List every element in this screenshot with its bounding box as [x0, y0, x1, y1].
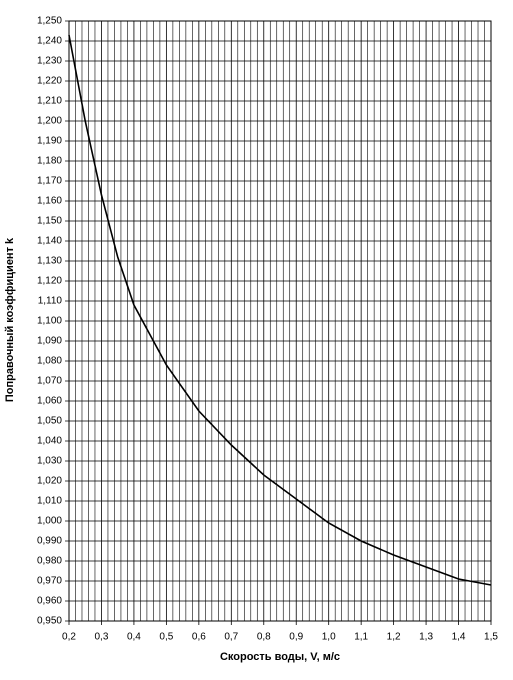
x-tick-label: 1,0: [322, 632, 336, 643]
y-tick-label: 1,120: [37, 276, 62, 287]
plot-frame: [68, 20, 492, 622]
y-tick-label: 1,040: [37, 436, 62, 447]
x-tick-label: 0,3: [95, 632, 109, 643]
y-tick-label: 1,030: [37, 456, 62, 467]
x-tick-label: 1,5: [484, 632, 498, 643]
y-tick-label: 0,960: [37, 596, 62, 607]
y-tick-label: 1,180: [37, 156, 62, 167]
y-tick-label: 1,190: [37, 136, 62, 147]
y-tick-label: 1,220: [37, 76, 62, 87]
y-tick-label: 1,060: [37, 396, 62, 407]
y-tick-label: 1,010: [37, 496, 62, 507]
y-tick-label: 1,110: [38, 296, 63, 307]
x-tick-label: 1,3: [419, 632, 433, 643]
x-tick-label: 0,8: [257, 632, 271, 643]
y-tick-label: 1,090: [37, 336, 62, 347]
x-tick-label: 0,5: [159, 632, 173, 643]
y-tick-label: 1,230: [37, 56, 62, 67]
y-axis-label: Поправочный коэффициент k: [4, 237, 16, 402]
y-tick-label: 1,080: [37, 356, 62, 367]
y-tick-label: 0,970: [37, 576, 62, 587]
y-tick-label: 0,980: [37, 556, 62, 567]
x-tick-label: 0,2: [62, 632, 76, 643]
x-tick-label: 0,6: [192, 632, 206, 643]
x-tick-label: 0,9: [289, 632, 303, 643]
y-tick-label: 0,990: [37, 536, 62, 547]
data-line: [68, 34, 492, 586]
y-tick-label: 1,130: [37, 256, 62, 267]
y-tick-label: 1,200: [37, 116, 62, 127]
y-tick-label: 1,100: [37, 316, 62, 327]
y-tick-label: 1,150: [37, 216, 62, 227]
y-tick-label: 1,140: [37, 236, 62, 247]
x-tick-label: 0,4: [127, 632, 141, 643]
y-tick-label: 1,240: [37, 36, 62, 47]
y-tick-label: 1,210: [37, 96, 62, 107]
x-axis-label: Скорость воды, V, м/с: [220, 651, 340, 663]
y-tick-label: 1,160: [37, 196, 62, 207]
x-tick-label: 1,2: [387, 632, 401, 643]
x-tick-label: 1,1: [354, 632, 368, 643]
y-tick-label: 1,250: [37, 16, 62, 27]
y-tick-label: 1,070: [37, 376, 62, 387]
y-tick-label: 1,020: [37, 476, 62, 487]
y-tick-label: 1,170: [37, 176, 62, 187]
y-tick-label: 1,050: [37, 416, 62, 427]
y-tick-label: 1,000: [37, 516, 62, 527]
x-tick-label: 1,4: [452, 632, 466, 643]
x-tick-label: 0,7: [224, 632, 238, 643]
y-tick-label: 0,950: [37, 616, 62, 627]
